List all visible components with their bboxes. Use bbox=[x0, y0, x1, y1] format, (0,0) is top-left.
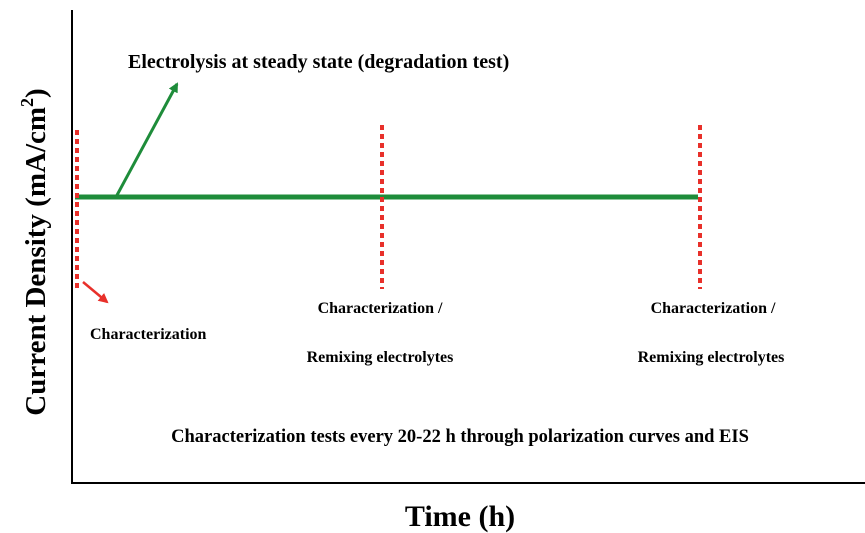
annotation: Characterization / bbox=[318, 300, 443, 317]
y-label-sup: 2 bbox=[17, 98, 37, 107]
y-axis-label: Current Density (mA/cm2) bbox=[17, 88, 52, 415]
annotation: Remixing electrolytes bbox=[638, 349, 785, 366]
x-axis-label: Time (h) bbox=[405, 500, 515, 533]
y-label-text: Current Density (mA/cm bbox=[20, 107, 52, 416]
annotation: Characterization / bbox=[651, 300, 776, 317]
annotation: Characterization bbox=[90, 326, 207, 343]
red-arrow bbox=[82, 281, 109, 304]
footer-note: Characterization tests every 20-22 h thr… bbox=[171, 427, 749, 447]
green-arrow bbox=[114, 82, 179, 198]
y-label-close: ) bbox=[20, 88, 52, 98]
annotation: Remixing electrolytes bbox=[307, 349, 454, 366]
annotation: Electrolysis at steady state (degradatio… bbox=[128, 51, 509, 73]
